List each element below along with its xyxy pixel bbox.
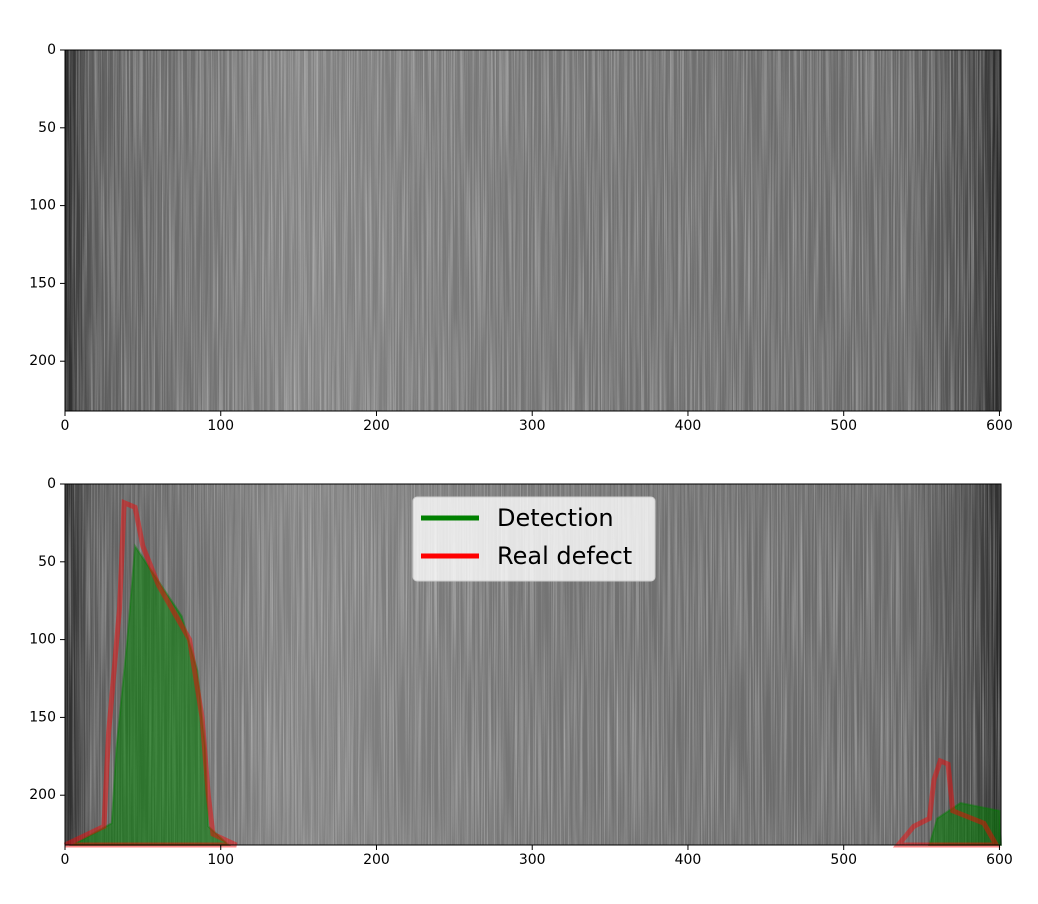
x-tick-label: 300: [519, 418, 546, 434]
defect-region: [892, 757, 1001, 848]
x-tick-label: 100: [207, 852, 234, 868]
y-tick-label: 50: [38, 554, 56, 570]
x-tick-label: 100: [207, 418, 234, 434]
x-tick-label: 400: [675, 852, 702, 868]
x-tick-label: 400: [675, 418, 702, 434]
x-tick-label: 600: [986, 852, 1013, 868]
x-tick-label: 500: [830, 418, 857, 434]
x-tick-label: 0: [61, 852, 70, 868]
y-tick-label: 100: [29, 198, 56, 214]
x-tick-label: 200: [363, 852, 390, 868]
x-tick-label: 500: [830, 852, 857, 868]
y-tick-label: 0: [47, 42, 56, 58]
y-tick-label: 200: [29, 353, 56, 369]
y-tick-label: 150: [29, 275, 56, 291]
x-tick-label: 300: [519, 852, 546, 868]
y-tick-label: 200: [29, 787, 56, 803]
y-tick-label: 100: [29, 632, 56, 648]
legend-label: Detection: [497, 504, 614, 532]
y-tick-label: 0: [47, 476, 56, 492]
x-tick-label: 0: [61, 418, 70, 434]
x-tick-label: 600: [986, 418, 1013, 434]
axes-frame: [64, 49, 1002, 412]
y-tick-label: 150: [29, 709, 56, 725]
y-tick-label: 50: [38, 120, 56, 136]
legend-label: Real defect: [497, 542, 632, 570]
image-texture: [65, 50, 1001, 411]
x-tick-label: 200: [363, 418, 390, 434]
detection-region: [68, 543, 232, 846]
axes-frame: [64, 483, 1002, 846]
defect-region: [63, 498, 238, 848]
